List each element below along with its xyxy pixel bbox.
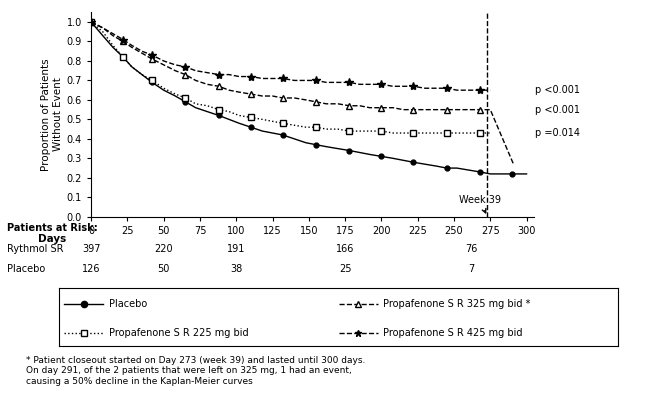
Text: 191: 191 xyxy=(227,243,245,254)
Text: Placebo: Placebo xyxy=(109,299,147,309)
Text: p =0.014: p =0.014 xyxy=(535,128,580,138)
Text: p <0.001: p <0.001 xyxy=(535,85,580,95)
Text: 220: 220 xyxy=(154,243,173,254)
Text: Propafenone S R 225 mg bid: Propafenone S R 225 mg bid xyxy=(109,328,249,338)
Text: 38: 38 xyxy=(230,264,242,274)
Text: 397: 397 xyxy=(82,243,100,254)
Y-axis label: Proportion of Patients
Without Event: Proportion of Patients Without Event xyxy=(41,58,62,171)
Text: 25: 25 xyxy=(339,264,352,274)
Text: Propafenone S R 325 mg bid *: Propafenone S R 325 mg bid * xyxy=(383,299,531,309)
Text: Rythmol SR: Rythmol SR xyxy=(7,243,63,254)
Text: 7: 7 xyxy=(468,264,475,274)
Text: 50: 50 xyxy=(158,264,170,274)
Text: Days: Days xyxy=(38,234,66,244)
Text: Propafenone S R 425 mg bid: Propafenone S R 425 mg bid xyxy=(383,328,523,338)
Text: Patients at Risk:: Patients at Risk: xyxy=(7,223,97,233)
Text: 76: 76 xyxy=(465,243,478,254)
Text: * Patient closeout started on Day 273 (week 39) and lasted until 300 days.
On da: * Patient closeout started on Day 273 (w… xyxy=(26,356,365,386)
Text: 126: 126 xyxy=(82,264,100,274)
Text: Placebo: Placebo xyxy=(7,264,45,274)
Text: Week 39: Week 39 xyxy=(459,196,501,213)
Text: p <0.001: p <0.001 xyxy=(535,105,580,115)
Text: 166: 166 xyxy=(336,243,354,254)
